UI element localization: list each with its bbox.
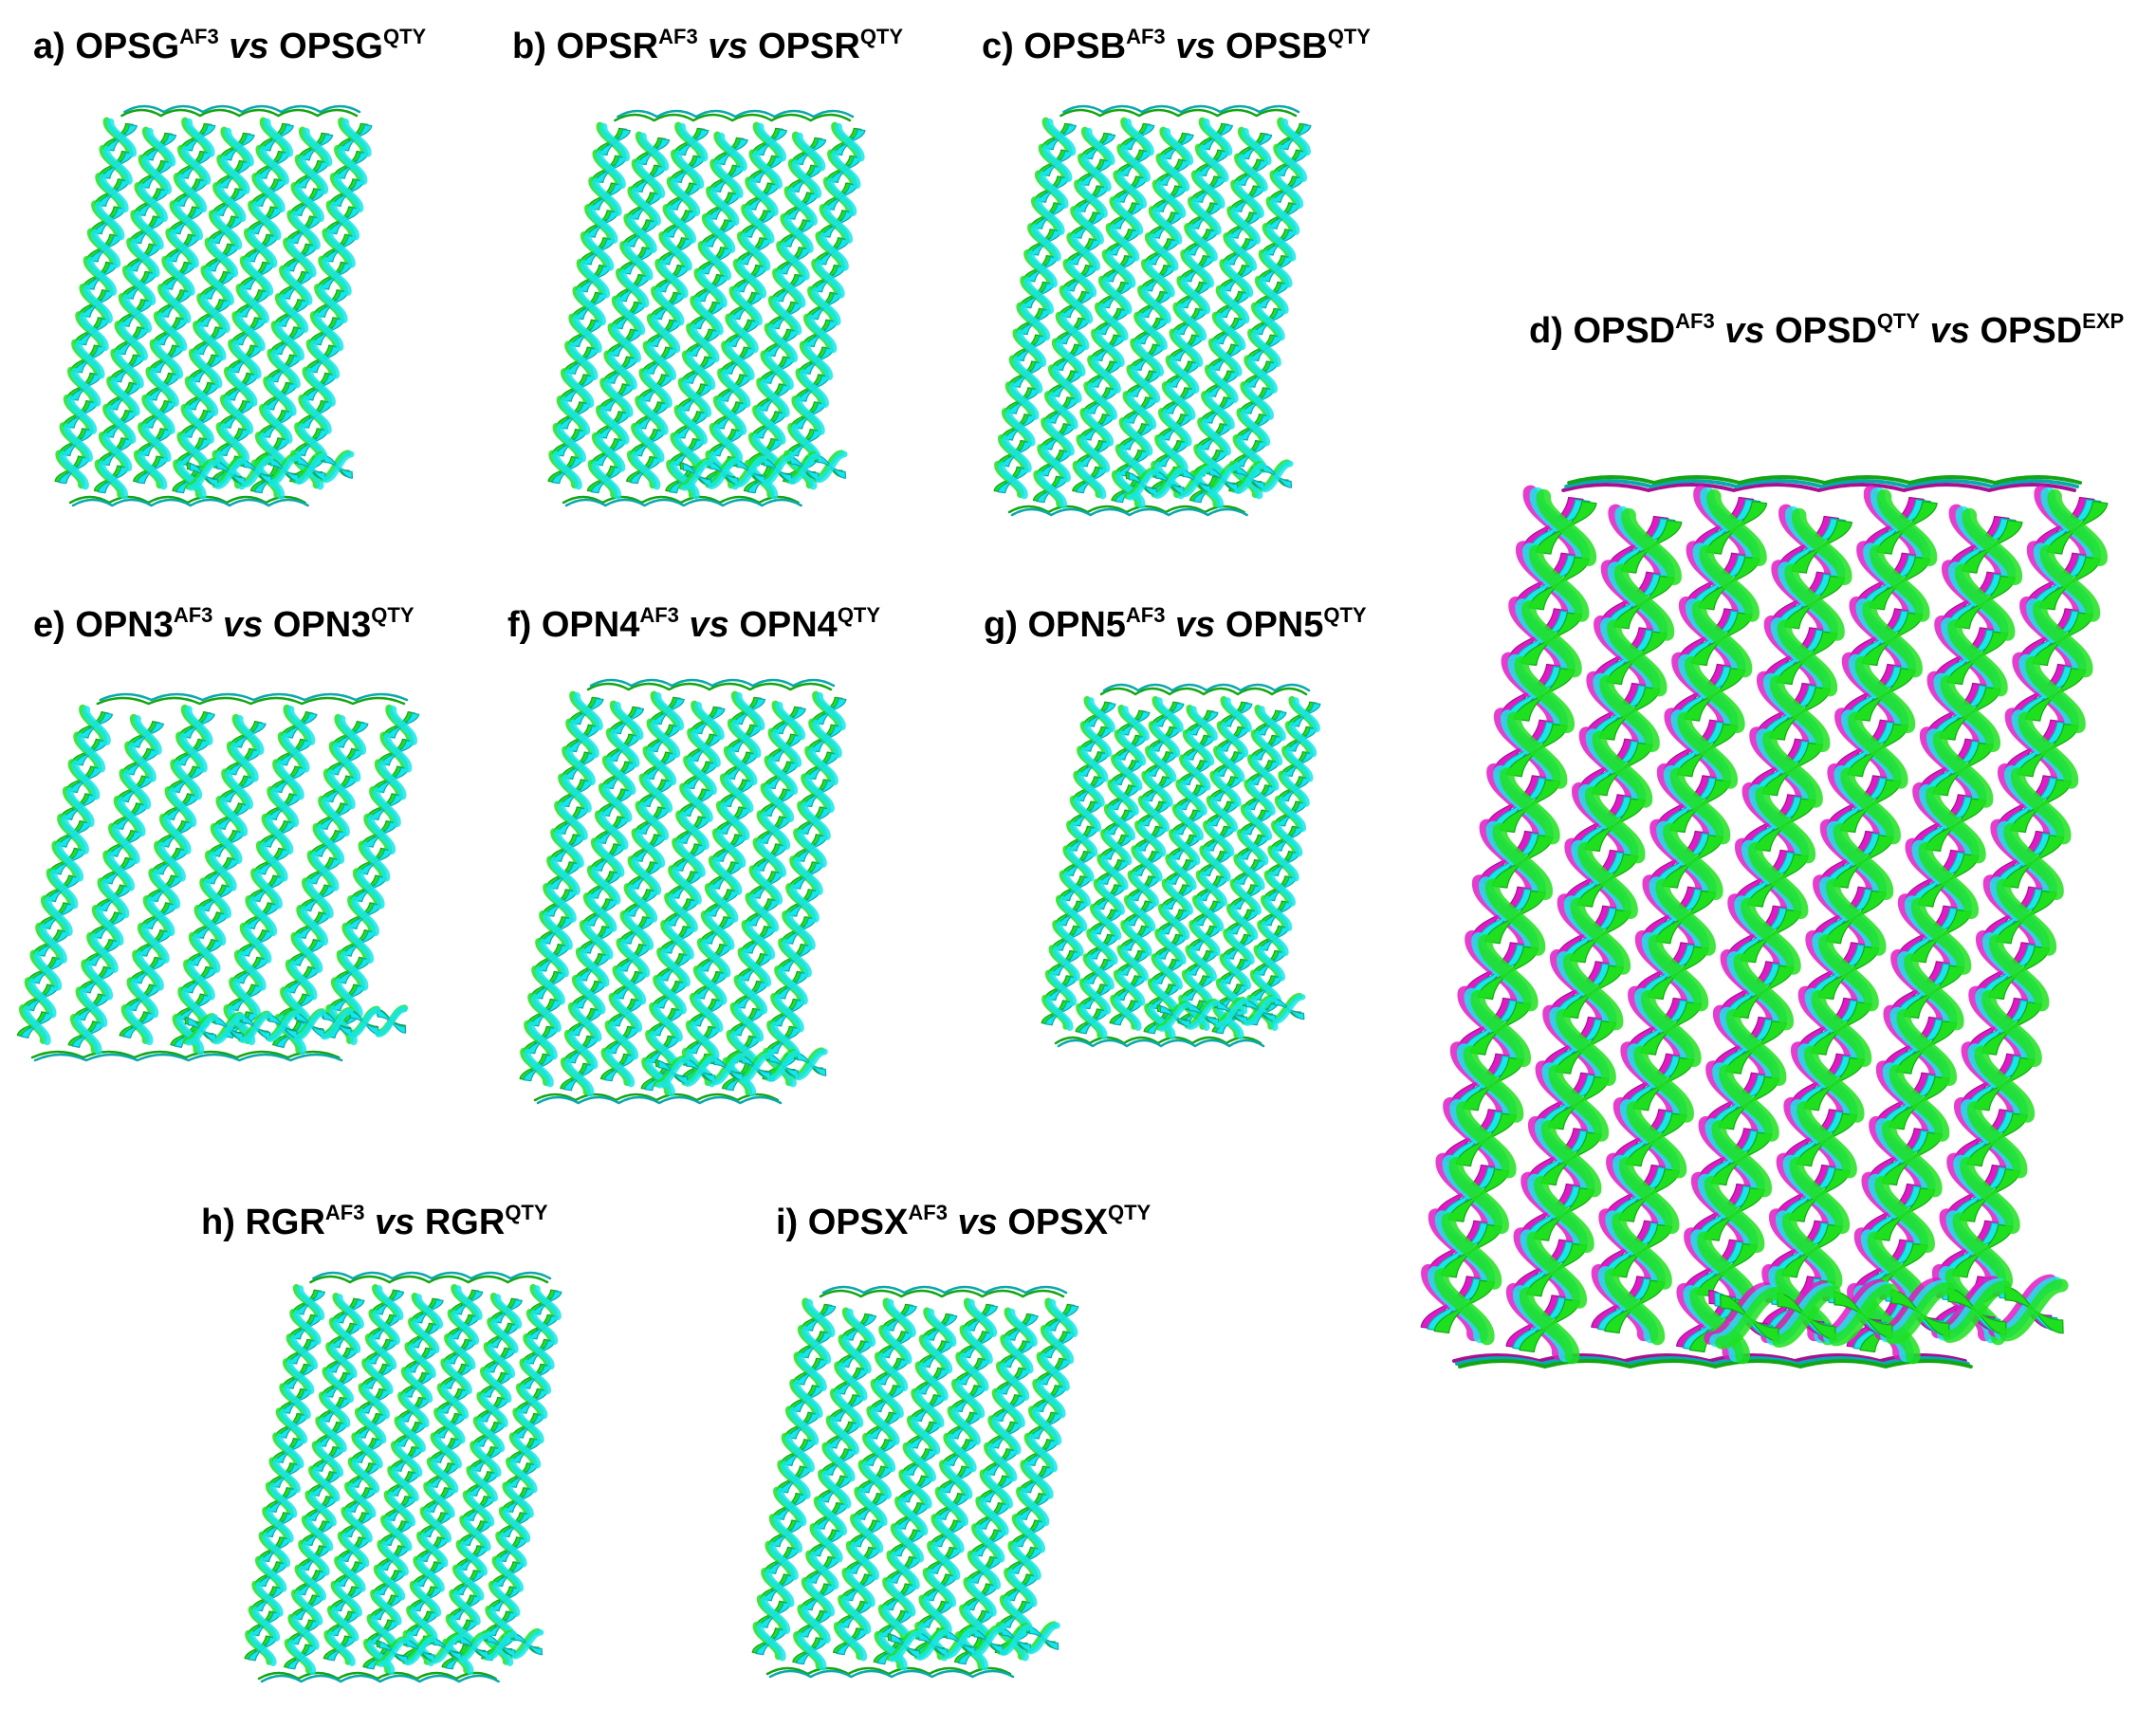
protein-overlay-icon	[547, 109, 866, 507]
panel-title-c: c) OPSBAF3 vs OPSBQTY	[982, 25, 1371, 66]
panel-title-b: b) OPSRAF3 vs OPSRQTY	[512, 25, 904, 66]
panel-title-i: i) OPSXAF3 vs OPSXQTY	[776, 1201, 1152, 1242]
panel-title-e: e) OPN3AF3 vs OPN3QTY	[33, 603, 415, 645]
panel-title-d: d) OPSDAF3 vs OPSDQTY vs OPSDEXP	[1529, 309, 2125, 351]
panel-title-f: f) OPN4AF3 vs OPN4QTY	[507, 603, 881, 645]
protein-overlay-icon	[751, 1285, 1079, 1679]
protein-overlay-icon	[54, 104, 373, 507]
panel-title-h: h) RGRAF3 vs RGRQTY	[201, 1201, 548, 1242]
protein-overlay-icon	[16, 692, 420, 1062]
protein-overlay-icon	[244, 1271, 562, 1683]
panel-title-g: g) OPN5AF3 vs OPN5QTY	[984, 603, 1367, 645]
panel-title-a: a) OPSGAF3 vs OPSGQTY	[33, 25, 427, 66]
protein-overlay-icon	[993, 104, 1312, 517]
protein-overlay-icon	[519, 678, 847, 1105]
protein-overlay-icon	[1041, 683, 1321, 1048]
protein-overlay-icon	[1420, 475, 2109, 1369]
